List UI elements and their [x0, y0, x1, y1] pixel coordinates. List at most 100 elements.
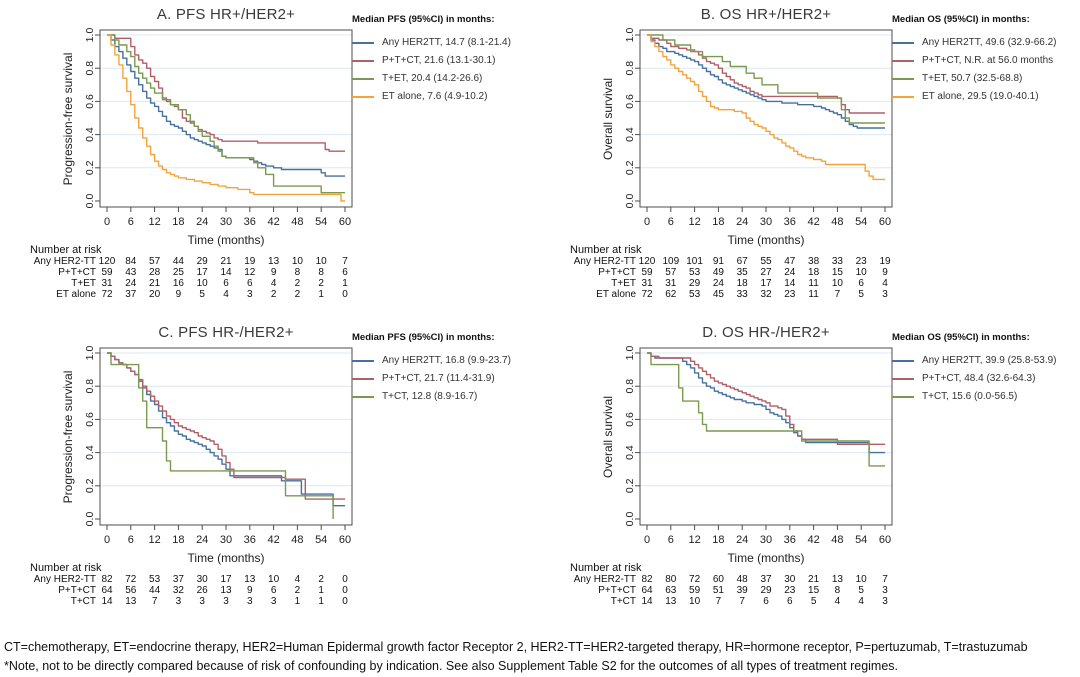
- risk-value: 59: [689, 585, 701, 596]
- risk-value: 13: [244, 574, 256, 585]
- panel-title: B. OS HR+/HER2+: [700, 6, 832, 23]
- x-tick-label: 0: [104, 534, 110, 546]
- risk-value: 10: [316, 256, 328, 267]
- x-tick-label: 48: [291, 534, 303, 546]
- legend-line-swatch: [892, 395, 914, 398]
- risk-value: 31: [101, 278, 113, 289]
- x-tick-label: 24: [736, 216, 748, 228]
- y-tick-label: 0.6: [624, 412, 636, 427]
- risk-value: 3: [882, 585, 888, 596]
- x-tick-label: 12: [688, 216, 700, 228]
- legend-item: P+T+CT, N.R. at 56.0 months: [892, 55, 1078, 66]
- x-tick-label: 24: [736, 534, 748, 546]
- risk-value: 15: [832, 267, 844, 278]
- x-tick-label: 12: [148, 534, 160, 546]
- risk-value: 4: [271, 278, 277, 289]
- risk-value: 19: [244, 256, 256, 267]
- risk-value: 4: [858, 596, 864, 607]
- legend-line-swatch: [352, 77, 374, 80]
- legend-item: T+CT, 15.6 (0.0-56.5): [892, 391, 1078, 402]
- risk-value: 11: [808, 289, 819, 300]
- legend-title: Median PFS (95%CI) in months:: [352, 14, 495, 25]
- legend: Median OS (95%CI) in months: Any HER2TT,…: [892, 332, 1078, 409]
- risk-value: 1: [318, 289, 324, 300]
- legend-items: Any HER2TT, 39.9 (25.8-53.9) P+T+CT, 48.4…: [892, 355, 1078, 402]
- risk-value: 84: [125, 256, 137, 267]
- risk-value: 2: [295, 585, 301, 596]
- y-tick-label: 0.6: [624, 94, 636, 109]
- risk-row-label: Any HER2-TT: [34, 574, 96, 585]
- risk-value: 7: [342, 256, 348, 267]
- risk-value: 43: [125, 267, 137, 278]
- legend-label: ET alone, 7.6 (4.9-10.2): [382, 91, 488, 102]
- risk-value: 30: [197, 574, 209, 585]
- risk-value: 56: [125, 585, 137, 596]
- risk-value: 30: [784, 574, 796, 585]
- legend-item: P+T+CT, 48.4 (32.6-64.3): [892, 373, 1078, 384]
- km-curve-any-her2tt: [107, 34, 345, 177]
- x-tick-label: 6: [128, 216, 134, 228]
- risk-value: 10: [689, 596, 701, 607]
- legend-line-swatch: [352, 395, 374, 398]
- risk-value: 1: [295, 596, 301, 607]
- risk-value: 7: [882, 574, 888, 585]
- legend-item: P+T+CT, 21.7 (11.4-31.9): [352, 373, 538, 384]
- y-tick-label: 0.0: [84, 194, 96, 209]
- risk-value: 10: [856, 267, 868, 278]
- risk-value: 28: [149, 267, 161, 278]
- km-curve-et-alone: [647, 34, 885, 181]
- legend-line-swatch: [352, 41, 374, 44]
- legend-line-swatch: [352, 59, 374, 62]
- legend-line-swatch: [892, 377, 914, 380]
- risk-value: 37: [173, 574, 185, 585]
- risk-value: 2: [318, 278, 324, 289]
- risk-value: 8: [835, 585, 841, 596]
- y-tick-label: 1.0: [624, 346, 636, 361]
- risk-value: 91: [713, 256, 725, 267]
- risk-value: 5: [858, 585, 864, 596]
- risk-value: 32: [760, 289, 772, 300]
- y-axis-label: Overall survival: [601, 396, 615, 478]
- risk-value: 8: [295, 267, 301, 278]
- x-tick-label: 30: [760, 216, 772, 228]
- y-tick-label: 0.8: [84, 379, 96, 394]
- x-tick-label: 30: [220, 216, 232, 228]
- km-curve-et-alone: [107, 34, 345, 202]
- risk-value: 27: [760, 267, 772, 278]
- risk-value: 67: [737, 256, 749, 267]
- risk-value: 0: [342, 574, 348, 585]
- x-tick-label: 0: [644, 534, 650, 546]
- risk-value: 6: [223, 278, 229, 289]
- legend-item: T+ET, 20.4 (14.2-26.6): [352, 73, 538, 84]
- x-tick-label: 54: [855, 534, 867, 546]
- risk-value: 64: [101, 585, 113, 596]
- risk-value: 11: [808, 278, 819, 289]
- legend-label: ET alone, 29.5 (19.0-40.1): [922, 91, 1039, 102]
- risk-value: 1: [318, 596, 324, 607]
- risk-value: 3: [223, 596, 229, 607]
- km-curve-t-ct: [107, 352, 334, 519]
- legend-item: T+ET, 50.7 (32.5-68.8): [892, 73, 1078, 84]
- risk-value: 4: [882, 278, 888, 289]
- risk-value: 25: [173, 267, 185, 278]
- footnote-note: *Note, not to be directly compared becau…: [4, 659, 899, 674]
- risk-value: 3: [247, 596, 253, 607]
- x-tick-label: 36: [244, 216, 256, 228]
- y-tick-label: 1.0: [84, 28, 96, 43]
- risk-value: 20: [149, 289, 161, 300]
- y-axis-label: Progression-free survival: [61, 371, 75, 504]
- legend-line-swatch: [892, 95, 914, 98]
- risk-value: 48: [737, 574, 749, 585]
- km-curve-any-her2tt: [107, 352, 345, 507]
- risk-row-label: P+T+CT: [598, 267, 636, 278]
- risk-table-header: Number at risk: [570, 244, 642, 256]
- risk-value: 3: [176, 596, 182, 607]
- y-tick-label: 0.2: [624, 478, 636, 493]
- legend-item: P+T+CT, 21.6 (13.1-30.1): [352, 55, 538, 66]
- x-tick-label: 60: [879, 216, 891, 228]
- risk-value: 10: [292, 256, 304, 267]
- risk-value: 24: [784, 267, 796, 278]
- x-tick-label: 42: [267, 534, 279, 546]
- risk-value: 7: [739, 596, 745, 607]
- y-tick-label: 0.8: [84, 61, 96, 76]
